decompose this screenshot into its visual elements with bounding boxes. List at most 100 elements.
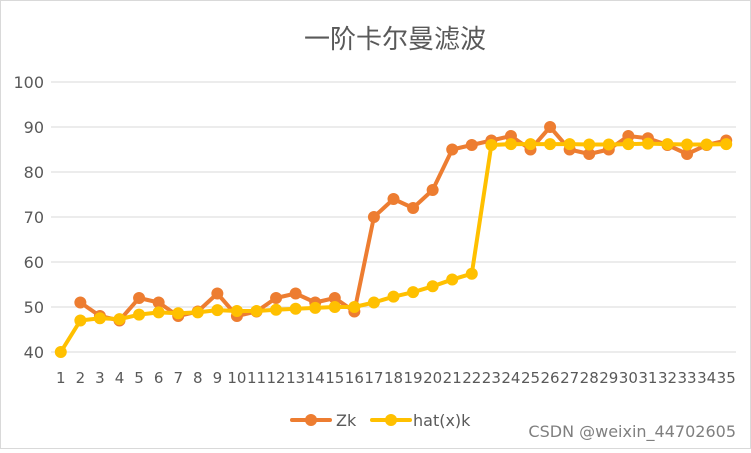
legend-label: hat(x)k bbox=[413, 411, 471, 430]
data-point bbox=[485, 139, 498, 151]
data-point bbox=[544, 121, 557, 133]
x-tick-label: 24 bbox=[501, 369, 520, 387]
legend-item: hat(x)k bbox=[370, 411, 471, 430]
legend-item: Zk bbox=[290, 411, 357, 430]
x-tick-label: 30 bbox=[619, 369, 638, 387]
data-point bbox=[720, 138, 733, 151]
data-point bbox=[250, 305, 263, 318]
x-tick-label: 27 bbox=[560, 369, 579, 387]
series-hat-x-k bbox=[54, 137, 733, 358]
data-point bbox=[563, 138, 576, 151]
y-tick-label: 50 bbox=[24, 298, 44, 317]
x-tick-label: 20 bbox=[423, 369, 442, 387]
x-tick-label: 13 bbox=[286, 369, 305, 387]
legend-marker bbox=[385, 414, 397, 426]
data-point bbox=[348, 301, 361, 313]
x-tick-label: 2 bbox=[76, 369, 86, 387]
y-tick-label: 100 bbox=[13, 73, 44, 92]
data-point bbox=[387, 193, 400, 205]
y-tick-label: 60 bbox=[24, 253, 44, 272]
x-tick-label: 21 bbox=[443, 369, 462, 387]
x-tick-label: 29 bbox=[599, 369, 618, 387]
x-tick-label: 22 bbox=[462, 369, 481, 387]
x-tick-label: 15 bbox=[325, 369, 344, 387]
x-tick-label: 9 bbox=[213, 369, 223, 387]
data-point bbox=[583, 138, 596, 151]
data-point bbox=[230, 305, 243, 318]
x-tick-label: 34 bbox=[697, 369, 716, 387]
data-point bbox=[289, 287, 302, 300]
data-point bbox=[367, 296, 380, 309]
data-point bbox=[602, 138, 615, 151]
x-tick-label: 12 bbox=[267, 369, 286, 387]
data-point bbox=[524, 138, 537, 151]
data-point bbox=[504, 138, 517, 151]
y-axis-ticks: 40 50 60 70 80 90 100 bbox=[13, 73, 44, 362]
data-point bbox=[426, 184, 439, 196]
legend: Zk hat(x)k bbox=[290, 411, 471, 430]
data-point bbox=[133, 292, 146, 304]
data-point bbox=[407, 286, 420, 299]
data-point bbox=[446, 143, 459, 156]
data-point bbox=[661, 138, 674, 151]
x-tick-label: 28 bbox=[580, 369, 599, 387]
x-tick-label: 33 bbox=[678, 369, 697, 387]
x-tick-label: 8 bbox=[193, 369, 203, 387]
x-tick-label: 7 bbox=[173, 369, 183, 387]
data-point bbox=[211, 287, 224, 300]
watermark: CSDN @weixin_44702605 bbox=[528, 422, 736, 442]
x-axis-ticks: 1 2 3 4 5 6 7 8 9 10 11 12 13 14 15 16 17 18 19 20 21 22 23 24 2… bbox=[56, 369, 736, 387]
y-tick-label: 70 bbox=[24, 208, 44, 227]
x-tick-label: 31 bbox=[638, 369, 657, 387]
data-point bbox=[74, 314, 87, 327]
data-point bbox=[641, 137, 654, 150]
data-point bbox=[113, 313, 126, 326]
data-point bbox=[270, 303, 283, 316]
data-point bbox=[465, 139, 478, 151]
x-tick-label: 5 bbox=[134, 369, 144, 387]
x-tick-label: 19 bbox=[404, 369, 423, 387]
x-tick-label: 26 bbox=[541, 369, 560, 387]
x-tick-label: 14 bbox=[306, 369, 325, 387]
legend-label: Zk bbox=[336, 411, 357, 430]
x-tick-label: 6 bbox=[154, 369, 164, 387]
data-point bbox=[446, 273, 459, 286]
y-tick-label: 80 bbox=[24, 163, 44, 182]
chart-title: 一阶卡尔曼滤波 bbox=[304, 25, 486, 55]
data-point bbox=[700, 138, 713, 151]
data-point bbox=[309, 301, 322, 314]
data-point bbox=[367, 211, 380, 223]
x-tick-label: 3 bbox=[95, 369, 105, 387]
x-tick-label: 32 bbox=[658, 369, 677, 387]
data-point bbox=[622, 138, 635, 151]
x-tick-label: 18 bbox=[384, 369, 403, 387]
x-tick-label: 1 bbox=[56, 369, 66, 387]
data-point bbox=[270, 292, 283, 304]
data-point bbox=[681, 138, 694, 151]
data-point bbox=[93, 312, 106, 325]
data-point bbox=[426, 280, 439, 293]
data-point bbox=[152, 306, 165, 319]
data-point bbox=[211, 304, 224, 317]
x-tick-label: 4 bbox=[115, 369, 125, 387]
data-point bbox=[74, 296, 87, 309]
x-tick-label: 11 bbox=[247, 369, 266, 387]
data-point bbox=[133, 308, 146, 321]
data-point bbox=[465, 267, 478, 280]
legend-marker bbox=[305, 414, 317, 426]
data-point bbox=[152, 296, 165, 309]
data-point bbox=[387, 290, 400, 303]
x-tick-label: 10 bbox=[227, 369, 246, 387]
x-tick-label: 23 bbox=[482, 369, 501, 387]
data-point bbox=[544, 138, 557, 151]
x-tick-label: 17 bbox=[364, 369, 383, 387]
data-point bbox=[54, 346, 67, 358]
x-tick-label: 16 bbox=[345, 369, 364, 387]
data-point bbox=[191, 306, 204, 319]
y-tick-label: 40 bbox=[24, 343, 44, 362]
data-point bbox=[328, 301, 341, 313]
series-layer bbox=[54, 121, 733, 358]
